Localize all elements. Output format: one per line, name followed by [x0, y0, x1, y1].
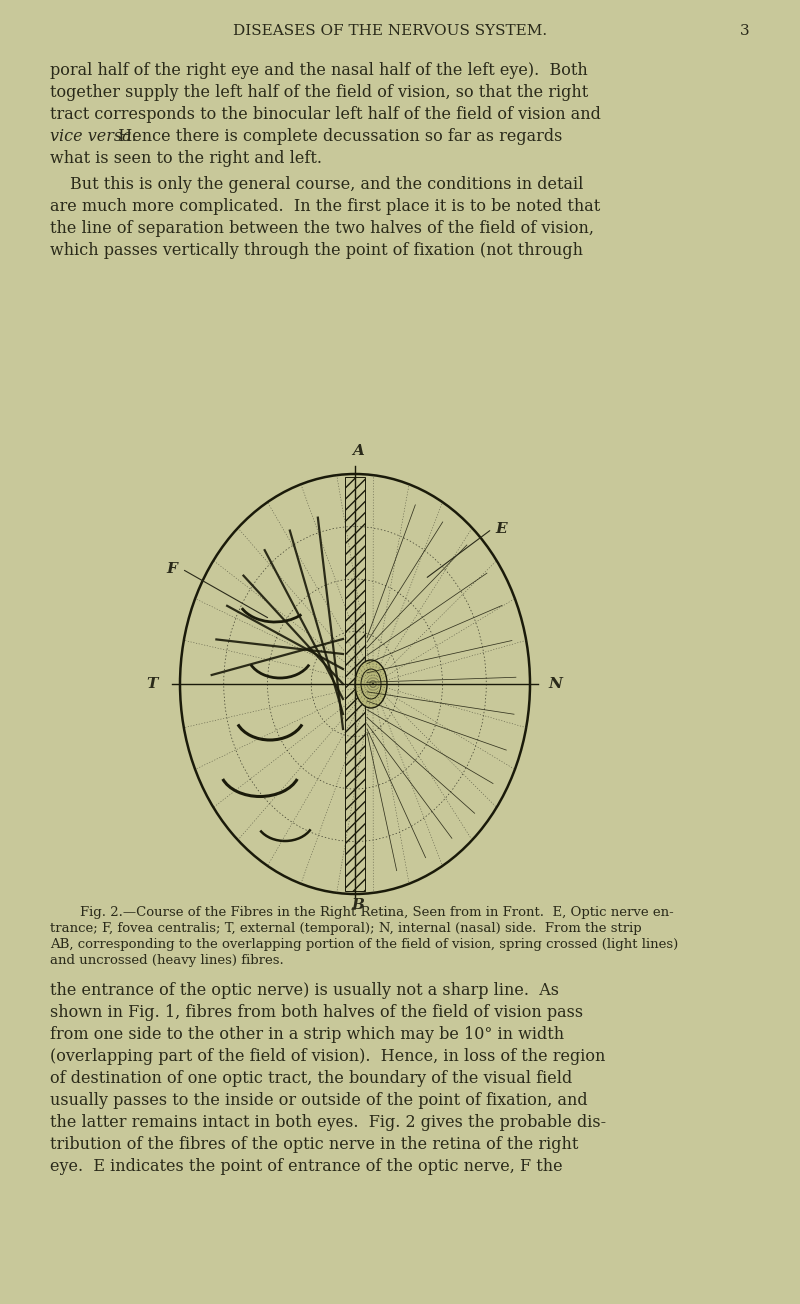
Text: E: E: [495, 522, 506, 536]
Bar: [345, 477, 365, 891]
Text: AB, corresponding to the overlapping portion of the field of vision, spring cros: AB, corresponding to the overlapping por…: [50, 938, 678, 951]
Text: usually passes to the inside or outside of the point of fixation, and: usually passes to the inside or outside …: [50, 1091, 588, 1108]
Text: tribution of the fibres of the optic nerve in the retina of the right: tribution of the fibres of the optic ner…: [50, 1136, 578, 1153]
Text: vice versa.: vice versa.: [50, 128, 137, 145]
Text: tract corresponds to the binocular left half of the field of vision and: tract corresponds to the binocular left …: [50, 106, 601, 123]
Text: and uncrossed (heavy lines) fibres.: and uncrossed (heavy lines) fibres.: [50, 955, 284, 968]
Text: B: B: [351, 898, 365, 911]
Text: T: T: [146, 677, 158, 691]
Text: of destination of one optic tract, the boundary of the visual field: of destination of one optic tract, the b…: [50, 1071, 572, 1088]
Text: from one side to the other in a strip which may be 10° in width: from one side to the other in a strip wh…: [50, 1026, 564, 1043]
Text: trance; F, fovea centralis; T, external (temporal); N, internal (nasal) side.  F: trance; F, fovea centralis; T, external …: [50, 922, 642, 935]
Text: what is seen to the right and left.: what is seen to the right and left.: [50, 150, 322, 167]
Text: A: A: [352, 443, 364, 458]
Text: shown in Fig. 1, fibres from both halves of the field of vision pass: shown in Fig. 1, fibres from both halves…: [50, 1004, 583, 1021]
Text: Hence there is complete decussation so far as regards: Hence there is complete decussation so f…: [108, 128, 562, 145]
Text: Fig. 2.—Course of the Fibres in the Right Retina, Seen from in Front.  E, Optic : Fig. 2.—Course of the Fibres in the Righ…: [80, 906, 674, 919]
Text: poral half of the right eye and the nasal half of the left eye).  Both: poral half of the right eye and the nasa…: [50, 63, 588, 80]
Text: But this is only the general course, and the conditions in detail: But this is only the general course, and…: [70, 176, 583, 193]
Text: are much more complicated.  In the first place it is to be noted that: are much more complicated. In the first …: [50, 198, 600, 215]
Text: the latter remains intact in both eyes.  Fig. 2 gives the probable dis-: the latter remains intact in both eyes. …: [50, 1114, 606, 1131]
Text: together supply the left half of the field of vision, so that the right: together supply the left half of the fie…: [50, 83, 588, 100]
Text: which passes vertically through the point of fixation (not through: which passes vertically through the poin…: [50, 243, 583, 259]
Text: DISEASES OF THE NERVOUS SYSTEM.: DISEASES OF THE NERVOUS SYSTEM.: [233, 23, 547, 38]
Text: 3: 3: [740, 23, 750, 38]
Text: F: F: [166, 562, 177, 576]
Text: (overlapping part of the field of vision).  Hence, in loss of the region: (overlapping part of the field of vision…: [50, 1048, 606, 1065]
Text: eye.  E indicates the point of entrance of the optic nerve, F the: eye. E indicates the point of entrance o…: [50, 1158, 562, 1175]
Text: the entrance of the optic nerve) is usually not a sharp line.  As: the entrance of the optic nerve) is usua…: [50, 982, 559, 999]
Text: N: N: [548, 677, 562, 691]
Text: the line of separation between the two halves of the field of vision,: the line of separation between the two h…: [50, 220, 594, 237]
Ellipse shape: [355, 660, 387, 708]
